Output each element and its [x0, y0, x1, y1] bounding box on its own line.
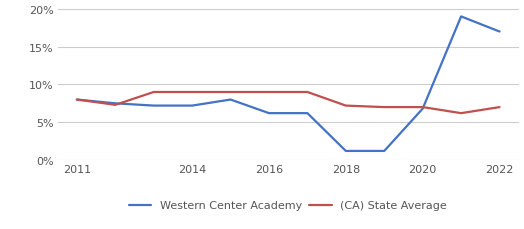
- (CA) State Average: [381, 106, 387, 109]
- (CA) State Average: [112, 104, 118, 107]
- Western Center Academy: [381, 150, 387, 153]
- Line: Western Center Academy: Western Center Academy: [77, 17, 499, 151]
- (CA) State Average: [189, 91, 195, 94]
- Line: (CA) State Average: (CA) State Average: [77, 93, 499, 114]
- (CA) State Average: [304, 91, 311, 94]
- Western Center Academy: [266, 112, 272, 115]
- (CA) State Average: [496, 106, 503, 109]
- Western Center Academy: [227, 99, 234, 101]
- Western Center Academy: [343, 150, 349, 153]
- (CA) State Average: [227, 91, 234, 94]
- Western Center Academy: [150, 105, 157, 107]
- (CA) State Average: [150, 91, 157, 94]
- Western Center Academy: [420, 108, 426, 111]
- Western Center Academy: [112, 103, 118, 105]
- Western Center Academy: [304, 112, 311, 115]
- (CA) State Average: [343, 105, 349, 107]
- Western Center Academy: [74, 99, 80, 101]
- Western Center Academy: [496, 31, 503, 34]
- Legend: Western Center Academy, (CA) State Average: Western Center Academy, (CA) State Avera…: [129, 201, 447, 210]
- (CA) State Average: [74, 99, 80, 101]
- (CA) State Average: [420, 106, 426, 109]
- Western Center Academy: [189, 105, 195, 107]
- Western Center Academy: [458, 16, 464, 19]
- (CA) State Average: [458, 112, 464, 115]
- (CA) State Average: [266, 91, 272, 94]
